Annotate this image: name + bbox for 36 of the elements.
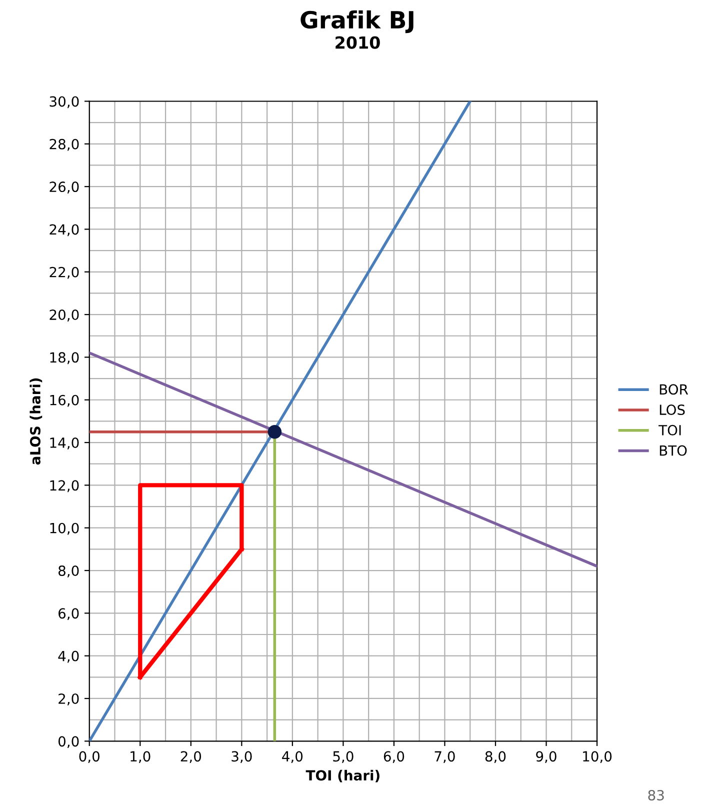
x-tick-label: 10,0: [583, 751, 612, 764]
legend-label: BOR: [660, 384, 688, 395]
y-tick-label: 16,0: [50, 394, 79, 407]
chart-subtitle: 2010: [336, 36, 380, 49]
y-tick-label: 28,0: [50, 138, 79, 151]
x-tick-label: 7,0: [434, 751, 455, 764]
y-tick-label: 4,0: [58, 650, 79, 663]
x-axis-title: TOI (hari): [306, 770, 380, 782]
y-tick-label: 14,0: [50, 438, 79, 450]
y-tick-label: 20,0: [50, 310, 79, 322]
y-tick-label: 18,0: [50, 352, 79, 364]
legend-label: BTO: [660, 445, 687, 456]
y-tick-label: 2,0: [58, 693, 79, 706]
y-axis-title: aLOS (hari): [30, 378, 42, 465]
x-tick-label: 0,0: [79, 751, 100, 764]
x-tick-label: 8,0: [485, 751, 506, 764]
text: 83: [648, 790, 664, 800]
x-tick-label: 9,0: [536, 751, 556, 764]
legend-label: LOS: [660, 404, 685, 416]
y-tick-label: 8,0: [58, 565, 79, 578]
y-tick-label: 22,0: [50, 266, 79, 279]
y-tick-label: 6,0: [58, 608, 79, 620]
x-tick-label: 3,0: [232, 751, 252, 764]
y-tick-label: 24,0: [50, 224, 79, 236]
x-tick-label: 4,0: [282, 751, 303, 764]
x-tick-label: 1,0: [130, 751, 150, 764]
y-tick-label: 26,0: [50, 182, 79, 194]
y-tick-label: 0,0: [58, 736, 79, 748]
chart-title: Grafik BJ: [300, 10, 414, 34]
x-tick-label: 6,0: [384, 751, 404, 764]
x-tick-label: 5,0: [333, 751, 354, 764]
y-tick-label: 10,0: [50, 522, 79, 535]
y-tick-label: 12,0: [50, 480, 79, 492]
x-tick-label: 2,0: [180, 751, 202, 764]
y-tick-label: 30,0: [50, 96, 79, 108]
legend-label: TOI: [658, 424, 681, 436]
